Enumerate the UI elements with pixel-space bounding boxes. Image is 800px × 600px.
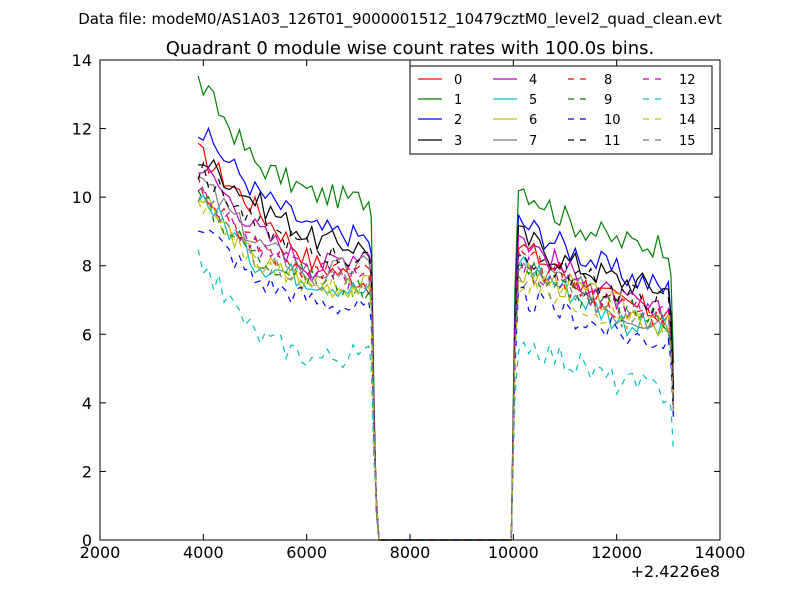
legend-box: [409, 65, 713, 155]
series-line-10: [198, 228, 675, 541]
x-tick-label: 12000: [591, 543, 642, 562]
legend-label-1: 1: [454, 93, 462, 108]
legend-label-8: 8: [604, 73, 612, 88]
y-tick-label: 2: [82, 462, 92, 481]
y-tick-label: 12: [72, 120, 92, 139]
legend-label-13: 13: [679, 93, 696, 108]
y-tick-label: 4: [82, 394, 92, 413]
legend-label-6: 6: [529, 113, 537, 128]
x-axis: 2000 4000 6000 8000 10000 12000 14000: [80, 60, 746, 562]
y-tick-label: 14: [72, 51, 92, 70]
series-line-14: [197, 201, 675, 541]
plot-lines: [197, 75, 675, 541]
y-tick-label: 0: [82, 531, 92, 550]
y-tick-label: 6: [82, 325, 92, 344]
x-tick-label: 4000: [183, 543, 224, 562]
legend-label-4: 4: [529, 73, 537, 88]
legend-label-10: 10: [604, 113, 621, 128]
legend-label-7: 7: [529, 134, 537, 149]
y-tick-label: 10: [72, 188, 92, 207]
y-tick-label: 8: [82, 257, 92, 276]
series-line-8: [197, 176, 675, 541]
legend-label-5: 5: [529, 93, 537, 108]
chart-suptitle: Data file: modeM0/AS1A03_126T01_90000015…: [78, 10, 722, 29]
x-tick-label: 8000: [390, 543, 431, 562]
legend-label-14: 14: [679, 113, 696, 128]
legend-label-3: 3: [454, 134, 462, 149]
series-line-15: [197, 187, 675, 541]
legend-label-12: 12: [679, 73, 696, 88]
x-tick-label: 10000: [488, 543, 539, 562]
legend-label-2: 2: [454, 113, 462, 128]
legend-label-9: 9: [604, 93, 612, 108]
legend-label-11: 11: [604, 134, 621, 149]
x-tick-label: 14000: [695, 543, 746, 562]
legend-label-15: 15: [679, 134, 696, 149]
x-tick-label: 6000: [286, 543, 327, 562]
x-tick-label: 2000: [80, 543, 121, 562]
chart-title: Quadrant 0 module wise count rates with …: [166, 38, 655, 59]
series-line-11: [197, 160, 675, 541]
legend-label-0: 0: [454, 73, 462, 88]
x-offset-label: +2.4226e8: [631, 562, 720, 581]
